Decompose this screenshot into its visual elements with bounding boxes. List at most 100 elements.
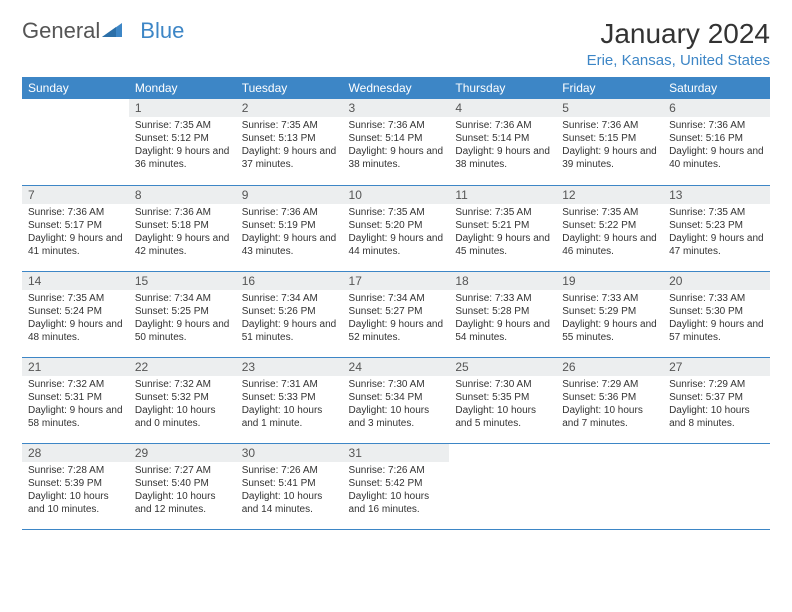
calendar-cell [556,443,663,529]
sunrise-text: Sunrise: 7:36 AM [669,119,764,132]
calendar-cell: 9Sunrise: 7:36 AMSunset: 5:19 PMDaylight… [236,185,343,271]
calendar-cell: 25Sunrise: 7:30 AMSunset: 5:35 PMDayligh… [449,357,556,443]
sunset-text: Sunset: 5:28 PM [455,305,550,318]
calendar-cell: 18Sunrise: 7:33 AMSunset: 5:28 PMDayligh… [449,271,556,357]
calendar-cell: 16Sunrise: 7:34 AMSunset: 5:26 PMDayligh… [236,271,343,357]
day-number: 4 [449,99,556,117]
sunrise-text: Sunrise: 7:35 AM [455,206,550,219]
calendar-cell: 19Sunrise: 7:33 AMSunset: 5:29 PMDayligh… [556,271,663,357]
day-body: Sunrise: 7:32 AMSunset: 5:32 PMDaylight:… [129,376,236,434]
sunset-text: Sunset: 5:19 PM [242,219,337,232]
sunset-text: Sunset: 5:20 PM [349,219,444,232]
calendar-cell [22,99,129,185]
sunrise-text: Sunrise: 7:27 AM [135,464,230,477]
day-number: 19 [556,272,663,290]
day-number: 24 [343,358,450,376]
sunset-text: Sunset: 5:29 PM [562,305,657,318]
day-body: Sunrise: 7:33 AMSunset: 5:28 PMDaylight:… [449,290,556,348]
day-body: Sunrise: 7:36 AMSunset: 5:19 PMDaylight:… [236,204,343,262]
sunset-text: Sunset: 5:36 PM [562,391,657,404]
sunset-text: Sunset: 5:25 PM [135,305,230,318]
daylight-text: Daylight: 10 hours and 5 minutes. [455,404,550,430]
day-body: Sunrise: 7:36 AMSunset: 5:14 PMDaylight:… [449,117,556,175]
weekday-header: Friday [556,77,663,99]
weekday-header: Monday [129,77,236,99]
daylight-text: Daylight: 9 hours and 45 minutes. [455,232,550,258]
sunrise-text: Sunrise: 7:35 AM [28,292,123,305]
day-body: Sunrise: 7:36 AMSunset: 5:17 PMDaylight:… [22,204,129,262]
daylight-text: Daylight: 9 hours and 58 minutes. [28,404,123,430]
sunrise-text: Sunrise: 7:26 AM [242,464,337,477]
day-number: 31 [343,444,450,462]
daylight-text: Daylight: 9 hours and 42 minutes. [135,232,230,258]
day-body: Sunrise: 7:26 AMSunset: 5:42 PMDaylight:… [343,462,450,520]
calendar-cell: 20Sunrise: 7:33 AMSunset: 5:30 PMDayligh… [663,271,770,357]
daylight-text: Daylight: 9 hours and 47 minutes. [669,232,764,258]
calendar-cell: 13Sunrise: 7:35 AMSunset: 5:23 PMDayligh… [663,185,770,271]
day-body: Sunrise: 7:35 AMSunset: 5:13 PMDaylight:… [236,117,343,175]
daylight-text: Daylight: 9 hours and 36 minutes. [135,145,230,171]
sunset-text: Sunset: 5:41 PM [242,477,337,490]
calendar-cell: 4Sunrise: 7:36 AMSunset: 5:14 PMDaylight… [449,99,556,185]
sunrise-text: Sunrise: 7:29 AM [562,378,657,391]
calendar-cell: 17Sunrise: 7:34 AMSunset: 5:27 PMDayligh… [343,271,450,357]
calendar-cell [663,443,770,529]
sunset-text: Sunset: 5:18 PM [135,219,230,232]
day-body: Sunrise: 7:28 AMSunset: 5:39 PMDaylight:… [22,462,129,520]
sunrise-text: Sunrise: 7:26 AM [349,464,444,477]
day-body: Sunrise: 7:33 AMSunset: 5:29 PMDaylight:… [556,290,663,348]
daylight-text: Daylight: 9 hours and 44 minutes. [349,232,444,258]
sunrise-text: Sunrise: 7:35 AM [669,206,764,219]
day-body: Sunrise: 7:35 AMSunset: 5:12 PMDaylight:… [129,117,236,175]
calendar-row: 1Sunrise: 7:35 AMSunset: 5:12 PMDaylight… [22,99,770,185]
day-body: Sunrise: 7:35 AMSunset: 5:24 PMDaylight:… [22,290,129,348]
sunset-text: Sunset: 5:37 PM [669,391,764,404]
calendar-cell: 29Sunrise: 7:27 AMSunset: 5:40 PMDayligh… [129,443,236,529]
daylight-text: Daylight: 9 hours and 40 minutes. [669,145,764,171]
daylight-text: Daylight: 10 hours and 0 minutes. [135,404,230,430]
day-body: Sunrise: 7:29 AMSunset: 5:37 PMDaylight:… [663,376,770,434]
day-body: Sunrise: 7:34 AMSunset: 5:25 PMDaylight:… [129,290,236,348]
calendar-cell: 5Sunrise: 7:36 AMSunset: 5:15 PMDaylight… [556,99,663,185]
header: General Blue January 2024 Erie, Kansas, … [22,18,770,69]
day-number: 11 [449,186,556,204]
daylight-text: Daylight: 9 hours and 51 minutes. [242,318,337,344]
day-body: Sunrise: 7:34 AMSunset: 5:27 PMDaylight:… [343,290,450,348]
location: Erie, Kansas, United States [587,52,770,69]
day-body: Sunrise: 7:36 AMSunset: 5:15 PMDaylight:… [556,117,663,175]
daylight-text: Daylight: 10 hours and 8 minutes. [669,404,764,430]
calendar-cell: 7Sunrise: 7:36 AMSunset: 5:17 PMDaylight… [22,185,129,271]
day-number: 3 [343,99,450,117]
day-number: 5 [556,99,663,117]
daylight-text: Daylight: 10 hours and 12 minutes. [135,490,230,516]
sunset-text: Sunset: 5:13 PM [242,132,337,145]
calendar-body: 1Sunrise: 7:35 AMSunset: 5:12 PMDaylight… [22,99,770,529]
calendar-cell: 26Sunrise: 7:29 AMSunset: 5:36 PMDayligh… [556,357,663,443]
calendar-cell: 14Sunrise: 7:35 AMSunset: 5:24 PMDayligh… [22,271,129,357]
calendar-cell: 23Sunrise: 7:31 AMSunset: 5:33 PMDayligh… [236,357,343,443]
sunrise-text: Sunrise: 7:31 AM [242,378,337,391]
daylight-text: Daylight: 10 hours and 3 minutes. [349,404,444,430]
daylight-text: Daylight: 9 hours and 43 minutes. [242,232,337,258]
sunrise-text: Sunrise: 7:34 AM [135,292,230,305]
day-number: 10 [343,186,450,204]
day-number: 15 [129,272,236,290]
sunset-text: Sunset: 5:15 PM [562,132,657,145]
day-body: Sunrise: 7:36 AMSunset: 5:18 PMDaylight:… [129,204,236,262]
day-number: 21 [22,358,129,376]
sunset-text: Sunset: 5:33 PM [242,391,337,404]
sunrise-text: Sunrise: 7:34 AM [349,292,444,305]
daylight-text: Daylight: 9 hours and 39 minutes. [562,145,657,171]
sunrise-text: Sunrise: 7:33 AM [562,292,657,305]
sunrise-text: Sunrise: 7:32 AM [28,378,123,391]
calendar-page: General Blue January 2024 Erie, Kansas, … [0,0,792,548]
calendar-row: 7Sunrise: 7:36 AMSunset: 5:17 PMDaylight… [22,185,770,271]
calendar-cell: 21Sunrise: 7:32 AMSunset: 5:31 PMDayligh… [22,357,129,443]
daylight-text: Daylight: 9 hours and 46 minutes. [562,232,657,258]
calendar-table: Sunday Monday Tuesday Wednesday Thursday… [22,77,770,530]
calendar-cell: 10Sunrise: 7:35 AMSunset: 5:20 PMDayligh… [343,185,450,271]
day-number: 26 [556,358,663,376]
day-number: 20 [663,272,770,290]
sunrise-text: Sunrise: 7:36 AM [28,206,123,219]
day-body: Sunrise: 7:36 AMSunset: 5:14 PMDaylight:… [343,117,450,175]
